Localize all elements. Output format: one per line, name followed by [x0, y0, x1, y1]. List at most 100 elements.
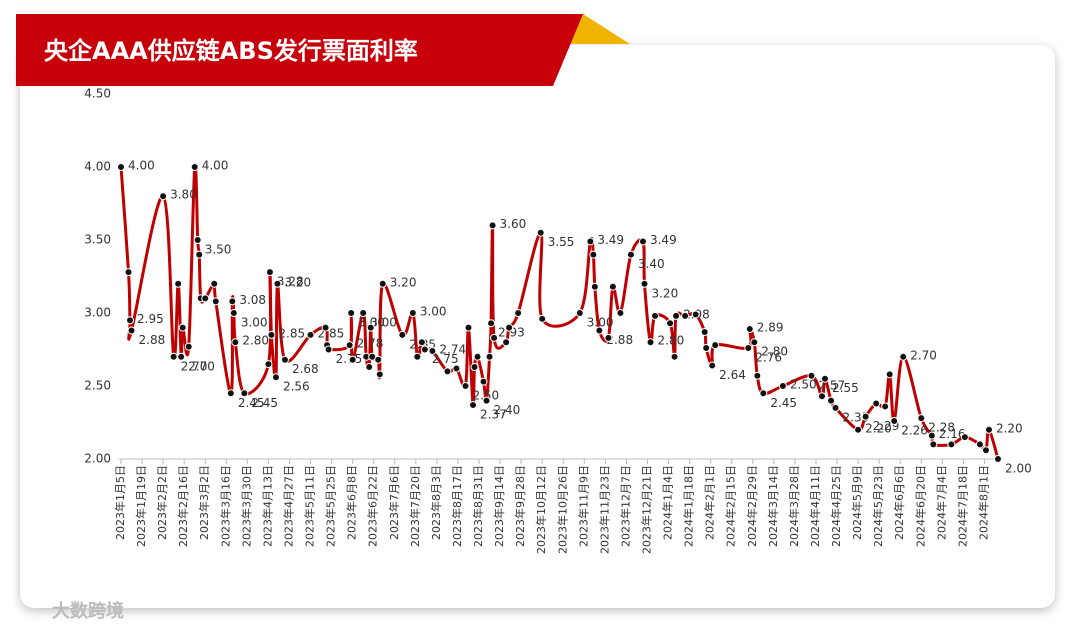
point	[231, 338, 240, 347]
point	[324, 345, 333, 354]
point	[927, 431, 936, 440]
value-label: 3.00	[587, 316, 614, 330]
point	[711, 341, 720, 350]
x-tick-label: 2023年9月28日	[513, 465, 527, 547]
value-label: 2.28	[928, 421, 955, 435]
x-tick-label: 2023年8月3日	[429, 465, 443, 540]
value-label: 3.20	[651, 286, 678, 300]
point	[178, 323, 187, 332]
value-label: 2.80	[761, 345, 788, 359]
y-tick-label: 4.00	[84, 160, 111, 174]
y-tick-label: 3.00	[84, 306, 111, 320]
point	[366, 323, 375, 332]
x-tick-label: 2024年6月6日	[892, 465, 906, 540]
value-label: 2.00	[1005, 462, 1032, 476]
point	[169, 352, 178, 361]
point	[681, 311, 690, 320]
value-label: 2.70	[910, 348, 937, 362]
point	[443, 367, 452, 376]
point	[280, 355, 289, 364]
value-label: 3.60	[500, 217, 527, 231]
value-label: 3.49	[597, 233, 624, 247]
x-tick-label: 2023年11月23日	[597, 465, 611, 554]
point	[417, 338, 426, 347]
point	[994, 455, 1002, 463]
x-tick-label: 2023年5月25日	[324, 465, 338, 547]
x-tick-label: 2023年12月21日	[640, 465, 654, 554]
point	[626, 250, 635, 259]
value-label: 2.75	[432, 352, 459, 366]
point	[590, 282, 599, 291]
watermark: 大数跨境	[52, 600, 124, 622]
x-tick-label: 2023年9月14日	[492, 465, 506, 547]
point	[885, 370, 894, 379]
point	[807, 371, 816, 380]
point	[479, 377, 488, 386]
point	[464, 323, 473, 332]
y-tick-label: 2.50	[84, 379, 111, 393]
value-label: 2.85	[318, 326, 345, 340]
point	[702, 344, 711, 353]
x-tick-label: 2023年6月22日	[366, 465, 380, 547]
point	[872, 399, 881, 408]
point	[488, 221, 497, 230]
point	[759, 389, 768, 398]
point	[195, 250, 204, 259]
value-label: 3.00	[358, 316, 385, 330]
point	[126, 316, 135, 325]
value-label: 2.93	[498, 326, 525, 340]
point	[861, 412, 870, 421]
value-label: 2.76	[755, 351, 782, 365]
point	[378, 279, 387, 288]
point	[226, 389, 235, 398]
point	[881, 402, 890, 411]
point	[505, 323, 514, 332]
x-tick-label: 2023年5月11日	[303, 465, 317, 547]
point	[536, 228, 545, 237]
value-label: 2.35	[843, 410, 870, 424]
value-label: 3.00	[241, 316, 268, 330]
value-label: 2.40	[494, 403, 521, 417]
value-label: 2.45	[770, 396, 797, 410]
point	[265, 268, 274, 277]
point	[575, 309, 584, 317]
value-label: 3.00	[420, 305, 447, 319]
value-label: 3.20	[284, 275, 311, 289]
value-label: 2.20	[996, 421, 1023, 435]
value-label: 2.37	[480, 407, 507, 421]
point	[646, 338, 655, 347]
title-banner	[16, 14, 583, 86]
x-tick-label: 2024年6月20日	[913, 465, 927, 547]
value-label: 2.45	[251, 396, 278, 410]
value-label: 2.68	[292, 362, 319, 376]
x-tick-label: 2023年10月12日	[534, 465, 548, 554]
point	[482, 396, 491, 405]
point	[420, 345, 429, 354]
point	[398, 330, 407, 339]
x-tick-label: 2023年1月5日	[113, 465, 127, 540]
point	[473, 352, 482, 361]
value-label: 2.50	[472, 389, 499, 403]
value-label: 2.50	[790, 378, 817, 392]
x-tick-label: 2023年7月20日	[408, 465, 422, 547]
point	[117, 163, 125, 171]
value-label: 2.88	[139, 333, 166, 347]
point	[359, 309, 368, 317]
point	[744, 344, 753, 353]
point	[469, 400, 478, 409]
card	[20, 45, 1055, 608]
x-tick-label: 2024年4月25日	[829, 465, 843, 547]
value-label: 2.20	[865, 421, 892, 435]
point	[745, 325, 754, 334]
point	[917, 414, 926, 423]
point	[461, 382, 470, 390]
chart-title: 央企AAA供应链ABS发行票面利率	[44, 37, 418, 65]
x-tick-label: 2023年7月6日	[387, 465, 401, 540]
point	[854, 425, 863, 434]
point	[271, 373, 280, 382]
point	[184, 342, 193, 351]
point	[708, 361, 717, 370]
point	[201, 294, 210, 303]
x-tick-label: 2024年3月14日	[766, 465, 780, 547]
value-label: 2.70	[181, 359, 208, 373]
